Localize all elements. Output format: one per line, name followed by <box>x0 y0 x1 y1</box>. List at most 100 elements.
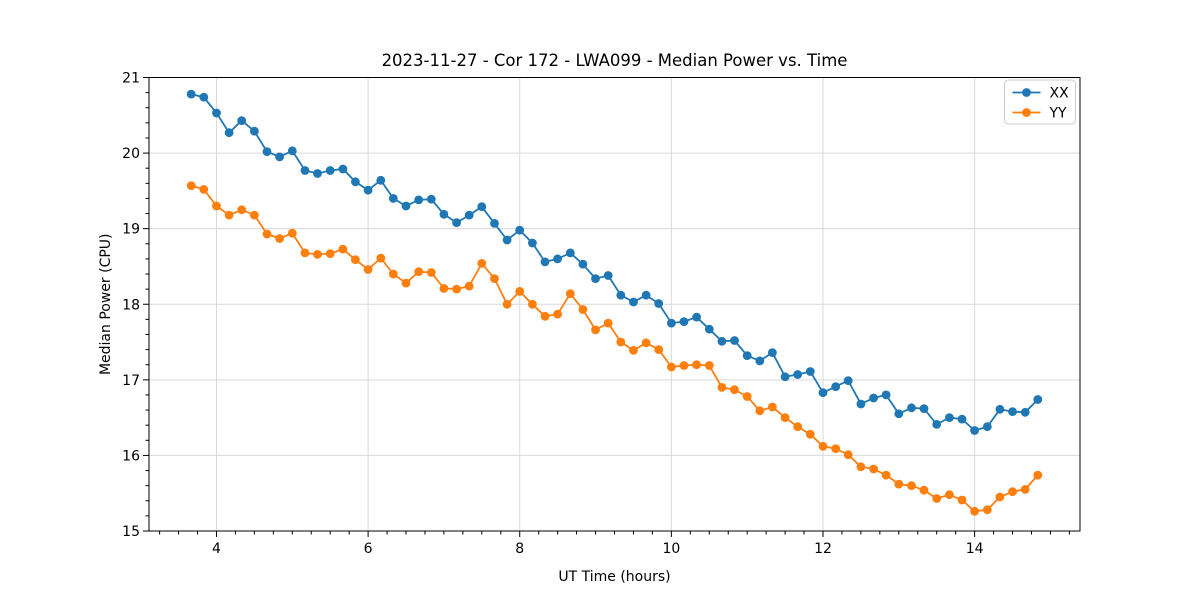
data-point <box>250 126 259 136</box>
data-point <box>1033 395 1043 404</box>
data-point <box>325 166 335 175</box>
data-point <box>856 399 866 409</box>
svg-text:6: 6 <box>364 541 373 557</box>
data-point <box>1008 407 1017 416</box>
data-point <box>603 318 613 328</box>
data-point <box>212 201 221 211</box>
data-point <box>591 325 600 335</box>
data-point <box>970 426 979 435</box>
data-point <box>932 494 942 503</box>
grid <box>149 77 1080 532</box>
data-point <box>768 348 777 357</box>
data-point <box>831 382 841 391</box>
data-point <box>401 201 411 211</box>
data-point <box>679 361 689 370</box>
svg-text:4: 4 <box>212 541 221 557</box>
data-point <box>452 284 461 294</box>
data-point <box>1020 407 1030 417</box>
chart-title: 2023-11-27 - Cor 172 - LWA099 - Median P… <box>382 51 848 70</box>
data-point <box>755 356 765 366</box>
data-point <box>742 392 752 401</box>
data-point <box>679 317 689 326</box>
data-point <box>907 403 916 413</box>
data-point <box>869 464 878 474</box>
data-point <box>995 492 1005 502</box>
data-point <box>919 404 929 413</box>
data-point <box>224 210 234 220</box>
data-point <box>692 360 701 370</box>
legend: XX YY <box>1004 79 1076 125</box>
data-point <box>1020 485 1030 494</box>
data-point <box>490 274 499 283</box>
data-point <box>515 225 525 235</box>
svg-text:21: 21 <box>122 71 140 87</box>
data-point <box>919 485 929 495</box>
data-point <box>262 229 272 239</box>
data-point <box>616 290 626 300</box>
series-YY <box>186 181 1043 516</box>
data-point <box>565 289 575 299</box>
data-point <box>287 228 297 238</box>
data-point <box>439 209 449 219</box>
svg-text:16: 16 <box>122 448 140 464</box>
data-point <box>540 257 550 267</box>
data-point <box>869 393 878 403</box>
data-point <box>477 259 487 268</box>
data-point <box>616 337 626 347</box>
data-point <box>742 351 752 360</box>
data-point <box>1033 470 1043 480</box>
y-tick-labels: 15 16 17 18 19 20 21 <box>122 71 140 541</box>
data-point <box>490 219 499 228</box>
x-axis-label: UT Time (hours) <box>558 569 670 585</box>
axis-ticks <box>143 77 1070 537</box>
data-point <box>629 346 638 355</box>
data-point <box>578 305 588 314</box>
x-tick-labels: 4 6 8 10 12 14 <box>212 541 984 557</box>
data-point <box>528 299 537 309</box>
data-point <box>502 235 512 245</box>
data-point <box>540 311 550 321</box>
data-point <box>338 164 348 174</box>
data-point <box>1008 487 1017 497</box>
data-point <box>553 309 562 319</box>
data-point <box>262 147 272 157</box>
data-point <box>351 177 360 187</box>
data-point <box>363 185 373 195</box>
data-point <box>186 181 196 191</box>
data-point <box>439 284 449 293</box>
legend-marker-YY <box>1022 108 1031 117</box>
data-point <box>957 495 967 505</box>
data-point <box>629 297 638 307</box>
data-point <box>300 166 310 175</box>
data-point <box>907 481 916 491</box>
data-point <box>414 267 424 277</box>
data-point <box>818 441 828 451</box>
data-point <box>768 402 777 412</box>
data-point <box>212 108 221 118</box>
svg-text:19: 19 <box>122 222 140 238</box>
data-point <box>528 238 537 248</box>
data-point <box>376 253 386 263</box>
data-point <box>275 234 284 243</box>
data-point <box>843 376 853 385</box>
data-point <box>780 372 790 382</box>
data-point <box>338 244 348 254</box>
data-point <box>667 318 676 328</box>
legend-label: XX <box>1050 86 1070 102</box>
legend-entry-YY: YY <box>1012 106 1067 122</box>
data-point <box>237 116 247 125</box>
legend-marker-XX <box>1022 88 1031 97</box>
data-point <box>881 470 891 480</box>
data-point <box>515 287 525 296</box>
data-point <box>401 278 411 288</box>
data-point <box>477 202 487 212</box>
data-point <box>591 274 600 283</box>
data-point <box>351 255 360 265</box>
svg-text:20: 20 <box>122 146 140 162</box>
data-point <box>313 250 322 259</box>
data-point <box>982 422 992 432</box>
data-point <box>250 210 259 220</box>
data-point <box>376 175 386 185</box>
data-point <box>414 195 424 205</box>
